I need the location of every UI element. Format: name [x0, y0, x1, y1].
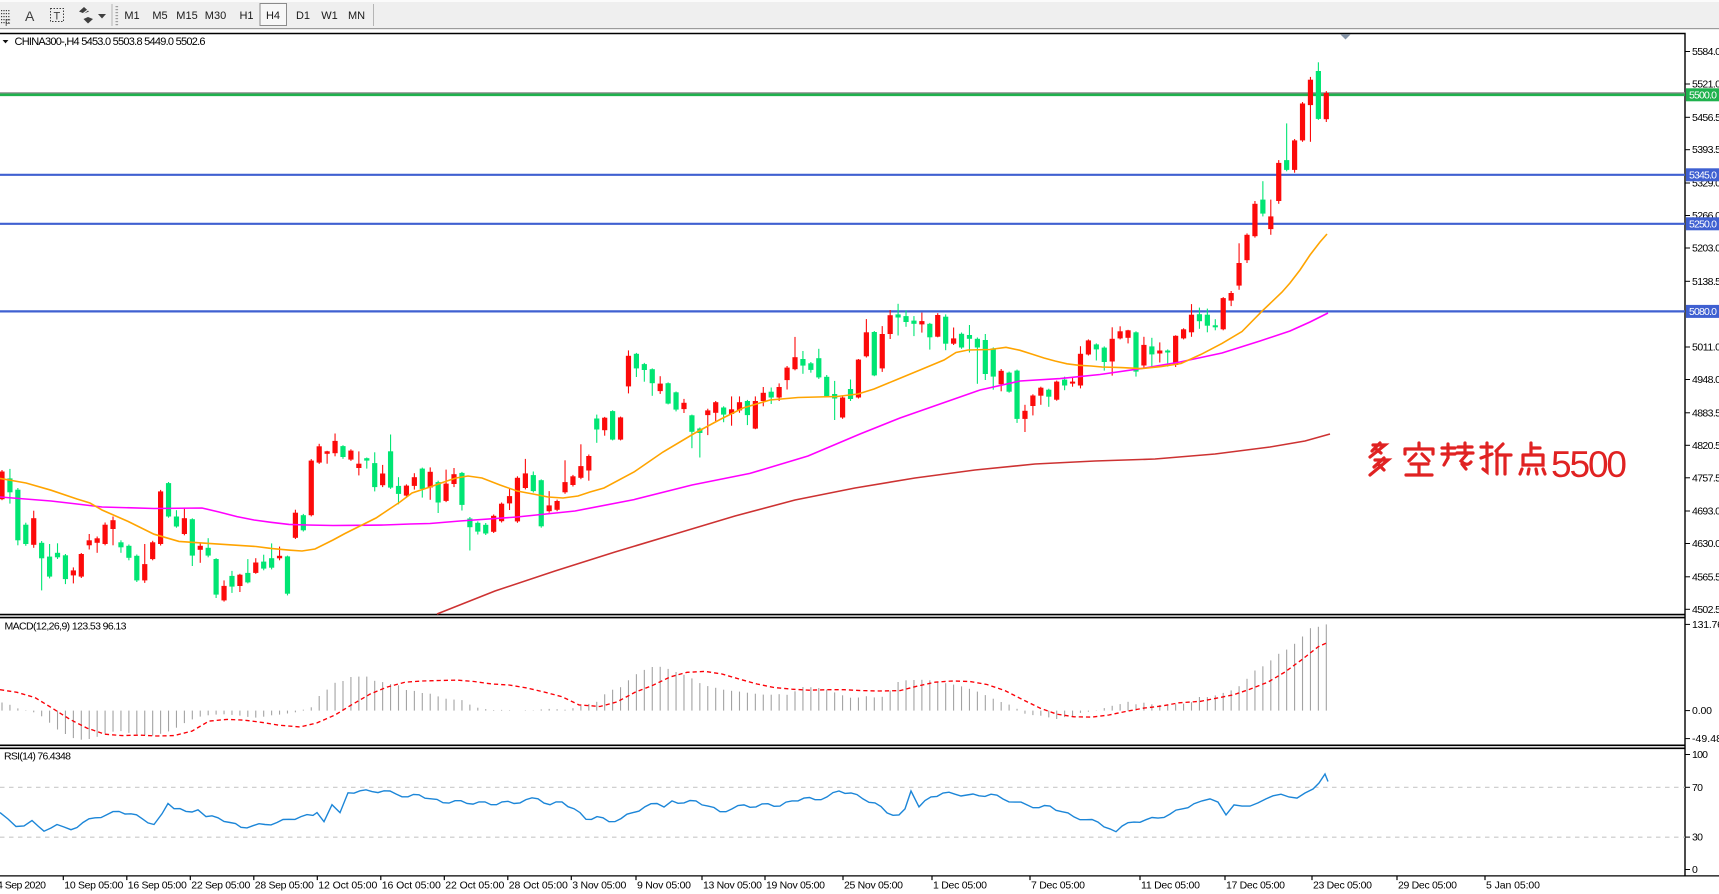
svg-text:16 Oct 05:00: 16 Oct 05:00 — [382, 880, 441, 892]
svg-text:9 Nov 05:00: 9 Nov 05:00 — [637, 880, 691, 892]
svg-text:RSI(14) 76.4348: RSI(14) 76.4348 — [4, 750, 71, 762]
svg-text:22 Oct 05:00: 22 Oct 05:00 — [445, 880, 504, 892]
svg-text:25 Nov 05:00: 25 Nov 05:00 — [844, 880, 903, 892]
svg-text:5500: 5500 — [1551, 444, 1627, 485]
svg-text:5393.5: 5393.5 — [1692, 144, 1719, 156]
svg-text:H1: H1 — [239, 10, 253, 22]
svg-text:16 Sep 05:00: 16 Sep 05:00 — [128, 880, 187, 892]
svg-text:100: 100 — [1692, 749, 1708, 761]
svg-text:4820.5: 4820.5 — [1692, 440, 1719, 452]
svg-text:5584.0: 5584.0 — [1692, 46, 1719, 58]
svg-text:0.00: 0.00 — [1692, 705, 1712, 717]
svg-text:12 Oct 05:00: 12 Oct 05:00 — [318, 880, 377, 892]
svg-text:70: 70 — [1692, 782, 1703, 794]
svg-text:5138.5: 5138.5 — [1692, 276, 1719, 288]
svg-text:4883.5: 4883.5 — [1692, 407, 1719, 419]
svg-text:4693.0: 4693.0 — [1692, 506, 1719, 518]
svg-text:4502.5: 4502.5 — [1692, 604, 1719, 616]
svg-text:A: A — [25, 8, 35, 24]
svg-text:M1: M1 — [124, 10, 139, 22]
svg-text:30: 30 — [1692, 832, 1703, 844]
svg-text:5456.5: 5456.5 — [1692, 112, 1719, 124]
svg-text:131.76: 131.76 — [1692, 619, 1719, 631]
svg-text:19 Nov 05:00: 19 Nov 05:00 — [766, 880, 825, 892]
svg-text:W1: W1 — [321, 10, 338, 22]
svg-text:5345.0: 5345.0 — [1689, 170, 1717, 182]
svg-text:28 Sep 05:00: 28 Sep 05:00 — [255, 880, 314, 892]
svg-text:4948.0: 4948.0 — [1692, 374, 1719, 386]
svg-text:4757.5: 4757.5 — [1692, 472, 1719, 484]
svg-text:1 Dec 05:00: 1 Dec 05:00 — [933, 880, 987, 892]
svg-text:5080.0: 5080.0 — [1689, 306, 1717, 318]
svg-text:4565.5: 4565.5 — [1692, 571, 1719, 583]
svg-text:F: F — [5, 18, 11, 28]
svg-text:7 Dec 05:00: 7 Dec 05:00 — [1031, 880, 1085, 892]
svg-text:MN: MN — [348, 10, 365, 22]
svg-text:22 Sep 05:00: 22 Sep 05:00 — [191, 880, 250, 892]
svg-text:-49.48: -49.48 — [1692, 733, 1719, 745]
svg-text:M5: M5 — [152, 10, 167, 22]
svg-text:29 Dec 05:00: 29 Dec 05:00 — [1398, 880, 1457, 892]
svg-text:10 Sep 05:00: 10 Sep 05:00 — [64, 880, 123, 892]
svg-text:5 Jan 05:00: 5 Jan 05:00 — [1486, 880, 1540, 892]
svg-text:5011.0: 5011.0 — [1692, 342, 1719, 354]
svg-text:28 Oct 05:00: 28 Oct 05:00 — [509, 880, 568, 892]
svg-text:0: 0 — [1692, 864, 1698, 876]
svg-text:D1: D1 — [296, 10, 310, 22]
svg-text:3 Nov 05:00: 3 Nov 05:00 — [572, 880, 626, 892]
svg-text:MACD(12,26,9) 123.53 96.13: MACD(12,26,9) 123.53 96.13 — [5, 621, 127, 633]
svg-text:13 Nov 05:00: 13 Nov 05:00 — [703, 880, 762, 892]
svg-text:H4: H4 — [266, 10, 280, 22]
svg-text:11 Dec 05:00: 11 Dec 05:00 — [1141, 880, 1200, 892]
svg-text:4 Sep 2020: 4 Sep 2020 — [0, 880, 46, 892]
svg-text:5521.0: 5521.0 — [1692, 79, 1719, 91]
svg-text:23 Dec 05:00: 23 Dec 05:00 — [1313, 880, 1372, 892]
svg-text:M30: M30 — [205, 10, 226, 22]
svg-text:CHINA300-,H4 5453.0 5503.8 54: CHINA300-,H4 5453.0 5503.8 5449.0 5502.6 — [15, 36, 206, 48]
svg-text:M15: M15 — [176, 10, 197, 22]
svg-text:T: T — [54, 11, 61, 23]
svg-text:5250.0: 5250.0 — [1689, 219, 1717, 231]
svg-text:5500.0: 5500.0 — [1689, 90, 1717, 102]
svg-text:17 Dec 05:00: 17 Dec 05:00 — [1226, 880, 1285, 892]
svg-text:4630.0: 4630.0 — [1692, 538, 1719, 550]
svg-text:5203.0: 5203.0 — [1692, 243, 1719, 255]
